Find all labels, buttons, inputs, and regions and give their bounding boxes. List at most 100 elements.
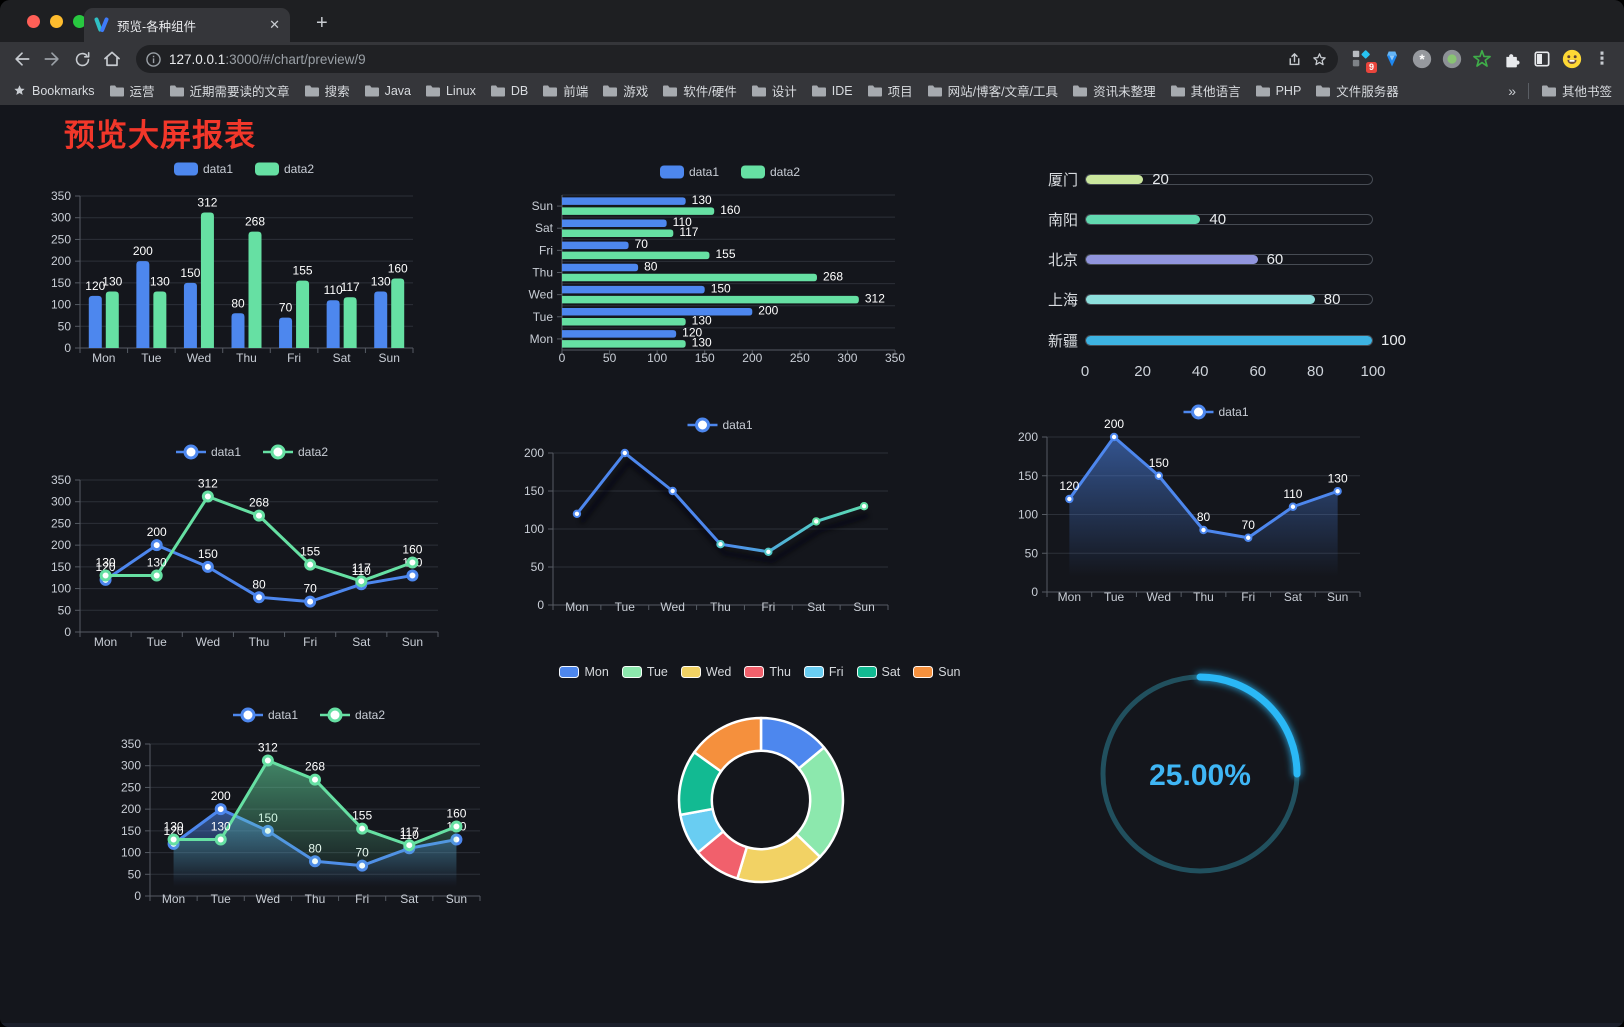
data-point[interactable]	[859, 502, 869, 511]
bookmark-star-icon[interactable]	[1311, 51, 1328, 68]
line-series-data1[interactable]: 120 200 150 80 70 110 130	[1059, 417, 1348, 592]
data-point[interactable]	[201, 490, 214, 503]
chart-line-gradient[interactable]: data1 0 50 100 150 200 Mon Tue Wed Thu Fri Sat Sun	[520, 408, 900, 623]
forward-button[interactable]	[40, 47, 64, 71]
minimize-window-button[interactable]	[50, 15, 63, 28]
data-point[interactable]	[1065, 494, 1074, 504]
bar[interactable]	[562, 308, 753, 316]
legend-item-data2[interactable]: data2	[263, 444, 328, 460]
data-point[interactable]	[304, 595, 317, 608]
chart-donut[interactable]	[675, 714, 847, 886]
legend-item-Fri[interactable]: Fri	[803, 665, 844, 679]
chart-area-two-series[interactable]: data1 data2 0 50 100 150 200 250 300 350 Mon Tue Wed…	[110, 700, 490, 915]
bar-series-data1[interactable]: 120 200 150 80 70 110 130	[85, 244, 391, 348]
bar[interactable]	[562, 330, 677, 338]
progress-row-厦门[interactable]: 厦门 20	[1040, 169, 1390, 189]
bookmark-folder[interactable]: 软件/硬件	[662, 81, 737, 100]
bookmark-folder[interactable]: 运营	[109, 81, 155, 100]
progress-row-南阳[interactable]: 南阳 40	[1040, 209, 1390, 229]
bookmark-folder[interactable]: 文件服务器	[1315, 81, 1399, 100]
data-point[interactable]	[1199, 525, 1208, 535]
bar[interactable]	[391, 278, 405, 348]
legend-item-data2[interactable]: data2	[320, 707, 385, 723]
bar[interactable]	[296, 280, 310, 348]
chart-line-two-series[interactable]: data1 data2 0 50 100 150 200 250 300 350 Mon Tue Wed…	[40, 435, 460, 657]
legend-item-data1[interactable]: data1	[176, 444, 241, 460]
progress-track[interactable]: 80	[1085, 291, 1373, 308]
extension-gem-icon[interactable]	[1380, 47, 1404, 71]
line-series-data1[interactable]: 120 200 150 80 70 110 130	[96, 525, 423, 608]
data-point[interactable]	[167, 833, 180, 846]
data-point[interactable]	[450, 820, 463, 833]
data-point[interactable]	[355, 575, 368, 588]
legend-item-data1[interactable]: data1	[174, 162, 233, 176]
bar[interactable]	[105, 291, 119, 348]
bar[interactable]	[562, 251, 710, 260]
progress-track[interactable]: 60	[1085, 251, 1373, 268]
bookmark-folder[interactable]: PHP	[1255, 84, 1301, 98]
bookmark-folder[interactable]: 项目	[867, 81, 913, 100]
bar[interactable]	[136, 261, 150, 348]
data-point[interactable]	[214, 833, 227, 846]
data-point[interactable]	[1244, 533, 1253, 542]
bookmark-folder[interactable]: 近期需要读的文章	[169, 81, 290, 100]
chart-grouped-bar[interactable]: data1 data2 0 50 100 150 200 250 300 350 Mon Tue Wed…	[40, 150, 460, 380]
extension-monkey-icon[interactable]: 9	[1350, 47, 1377, 73]
pie-slice-Sun[interactable]	[693, 716, 763, 773]
data-point[interactable]	[214, 803, 227, 816]
back-button[interactable]	[10, 47, 34, 71]
legend-item-Mon[interactable]: Mon	[559, 665, 609, 679]
progress-row-北京[interactable]: 北京 60	[1040, 250, 1390, 270]
line-path[interactable]	[575, 451, 866, 554]
bookmark-folder[interactable]: 设计	[751, 81, 797, 100]
data-point[interactable]	[572, 509, 582, 519]
extension-asterisk-icon[interactable]: *	[1410, 47, 1434, 71]
legend-item-data1[interactable]: data1	[660, 165, 719, 179]
bookmarks-overflow-chevron[interactable]: »	[1508, 82, 1516, 99]
progress-row-新疆[interactable]: 新疆 100	[1040, 330, 1406, 350]
data-point[interactable]	[261, 754, 274, 767]
progress-track[interactable]: 20	[1085, 171, 1373, 188]
url-text[interactable]: 127.0.0.1:3000/#/chart/preview/9	[169, 52, 1278, 67]
bookmark-folder[interactable]: 网站/博客/文章/工具	[927, 81, 1058, 100]
menu-icon[interactable]: ⋮	[1593, 49, 1611, 68]
bar[interactable]	[200, 212, 214, 348]
legend-item-Wed[interactable]: Wed	[680, 665, 731, 679]
chart-area-single[interactable]: data1 0 50 100 150 200 Mon Tue Wed Thu Fri Sat Sun 12…	[1005, 398, 1385, 613]
legend-item-data1[interactable]: data1	[1183, 404, 1249, 420]
legend-item-data2[interactable]: data2	[255, 162, 314, 176]
legend-item-Tue[interactable]: Tue	[621, 665, 668, 679]
data-point[interactable]	[716, 540, 725, 549]
bar[interactable]	[562, 340, 686, 348]
bookmark-folder[interactable]: 资讯未整理	[1072, 81, 1156, 100]
bookmark-folder[interactable]: 前端	[542, 81, 588, 100]
progress-track[interactable]: 40	[1085, 211, 1373, 228]
bar[interactable]	[279, 317, 293, 348]
extensions-puzzle-icon[interactable]	[1500, 47, 1524, 71]
dark-mode-extension-icon[interactable]	[1530, 47, 1554, 71]
extension-dot-circle-icon[interactable]	[1440, 47, 1464, 71]
bar[interactable]	[183, 282, 197, 348]
zoom-window-button[interactable]	[73, 15, 86, 28]
data-point[interactable]	[99, 569, 112, 582]
data-point[interactable]	[1154, 471, 1163, 480]
data-point[interactable]	[764, 547, 773, 557]
bar[interactable]	[153, 291, 167, 348]
line-series-data2[interactable]: 130 130 312 268 155 117 160	[164, 741, 467, 896]
bar[interactable]	[562, 295, 859, 304]
address-bar[interactable]: 127.0.0.1:3000/#/chart/preview/9	[136, 45, 1338, 73]
bar[interactable]	[562, 273, 817, 282]
data-point[interactable]	[812, 517, 821, 526]
bookmark-folder[interactable]: 其他语言	[1170, 81, 1241, 100]
gauge-progress-arc[interactable]	[1196, 673, 1301, 778]
bar[interactable]	[374, 291, 388, 348]
tab-close-icon[interactable]: ✕	[269, 17, 280, 32]
progress-row-上海[interactable]: 上海 80	[1040, 290, 1390, 310]
bar[interactable]	[562, 241, 629, 250]
bar[interactable]	[562, 197, 686, 205]
reload-button[interactable]	[70, 47, 94, 71]
data-point[interactable]	[1109, 432, 1119, 442]
data-point[interactable]	[356, 822, 369, 835]
emoji-extension-icon[interactable]	[1560, 47, 1584, 71]
hbar-series-data2[interactable]: 130 130 312 268 155 117 160	[562, 203, 885, 350]
